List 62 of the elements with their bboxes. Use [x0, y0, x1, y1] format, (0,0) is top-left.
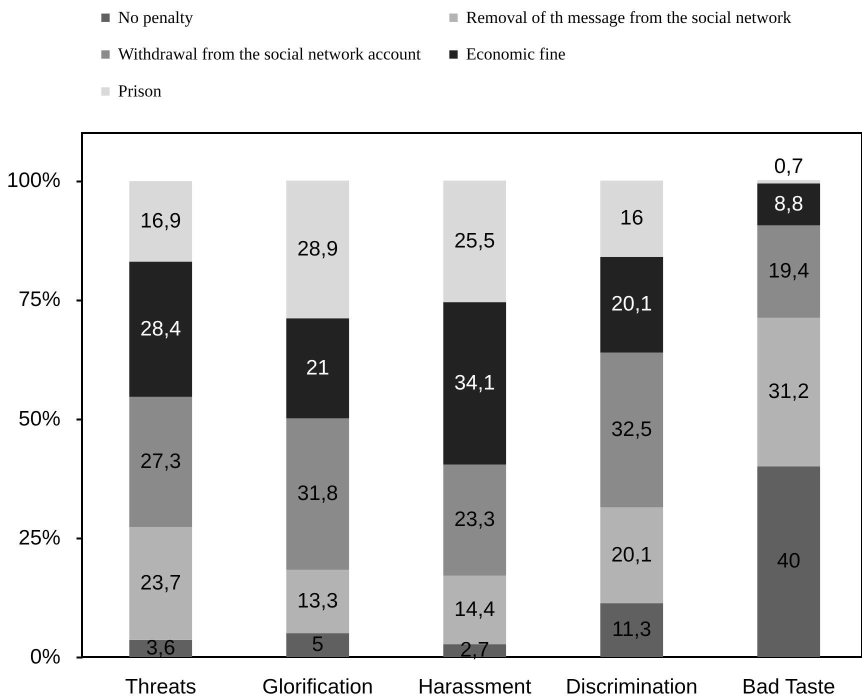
- data-label: 2,7: [460, 638, 490, 662]
- legend-label: Withdrawal from the social network account: [118, 44, 422, 64]
- bar: [443, 302, 506, 465]
- bar: [757, 183, 820, 226]
- data-label: 0,7: [774, 155, 804, 178]
- legend-label: Prison: [118, 82, 162, 100]
- y-tick-label: 75%: [18, 288, 60, 312]
- bar: [286, 418, 350, 570]
- legend-label: Removal of th message from the social network: [466, 8, 792, 27]
- bar: [129, 262, 192, 397]
- data-label: 13,3: [297, 590, 338, 613]
- data-label: 31,2: [768, 380, 810, 404]
- bar: [129, 181, 192, 262]
- data-label: 14,4: [454, 598, 496, 621]
- legend-label: Economic fine: [466, 44, 566, 64]
- data-label: 16: [620, 206, 644, 230]
- data-label: 20,1: [611, 292, 652, 316]
- x-tick-label: Threats: [125, 676, 196, 698]
- data-label: 27,3: [140, 450, 182, 473]
- data-label: 21: [306, 356, 330, 380]
- data-label: 8,8: [774, 192, 804, 216]
- bar: [757, 318, 820, 466]
- bar: [757, 225, 820, 318]
- data-label: 20,1: [611, 543, 652, 566]
- data-label: 23,7: [140, 571, 182, 594]
- data-label: 19,4: [768, 260, 810, 283]
- bar: [286, 180, 350, 318]
- data-label: 31,8: [297, 482, 338, 506]
- x-tick-label: Discrimination: [566, 676, 698, 698]
- data-label: 3,6: [146, 636, 176, 660]
- bar: [129, 526, 192, 640]
- bar: [286, 570, 350, 634]
- bar: [757, 466, 820, 657]
- bar: [600, 507, 664, 604]
- x-tick-label: Bad Taste: [742, 676, 836, 698]
- x-tick-label: Glorification: [262, 676, 374, 698]
- x-tick-label: Harassment: [418, 676, 532, 698]
- y-tick-label: 50%: [18, 407, 60, 430]
- bar: [129, 396, 192, 527]
- bar: [443, 464, 506, 576]
- data-label: 5: [312, 633, 324, 656]
- legend-label: No penalty: [118, 8, 194, 27]
- data-label: 34,1: [454, 371, 496, 394]
- data-label: 28,9: [297, 237, 338, 260]
- bar: [286, 633, 350, 657]
- bar: [600, 180, 664, 257]
- bar: [286, 318, 350, 418]
- y-tick-label: 0%: [30, 646, 60, 668]
- data-label: 25,5: [454, 229, 496, 252]
- bar: [600, 603, 664, 657]
- data-label: 40: [777, 550, 800, 573]
- y-tick-label: 25%: [18, 526, 60, 550]
- bar: [600, 352, 664, 508]
- data-label: 32,5: [611, 418, 652, 442]
- bar: [600, 256, 664, 353]
- y-tick-label: 100%: [6, 169, 60, 192]
- data-label: 11,3: [612, 618, 652, 642]
- data-label: 16,9: [140, 209, 182, 232]
- bar: [443, 180, 506, 302]
- data-label: 28,4: [140, 317, 182, 340]
- bar: [757, 180, 820, 184]
- data-label: 23,3: [454, 508, 496, 532]
